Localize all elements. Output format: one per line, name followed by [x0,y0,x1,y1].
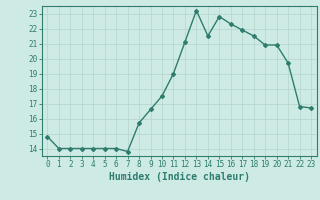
X-axis label: Humidex (Indice chaleur): Humidex (Indice chaleur) [109,172,250,182]
